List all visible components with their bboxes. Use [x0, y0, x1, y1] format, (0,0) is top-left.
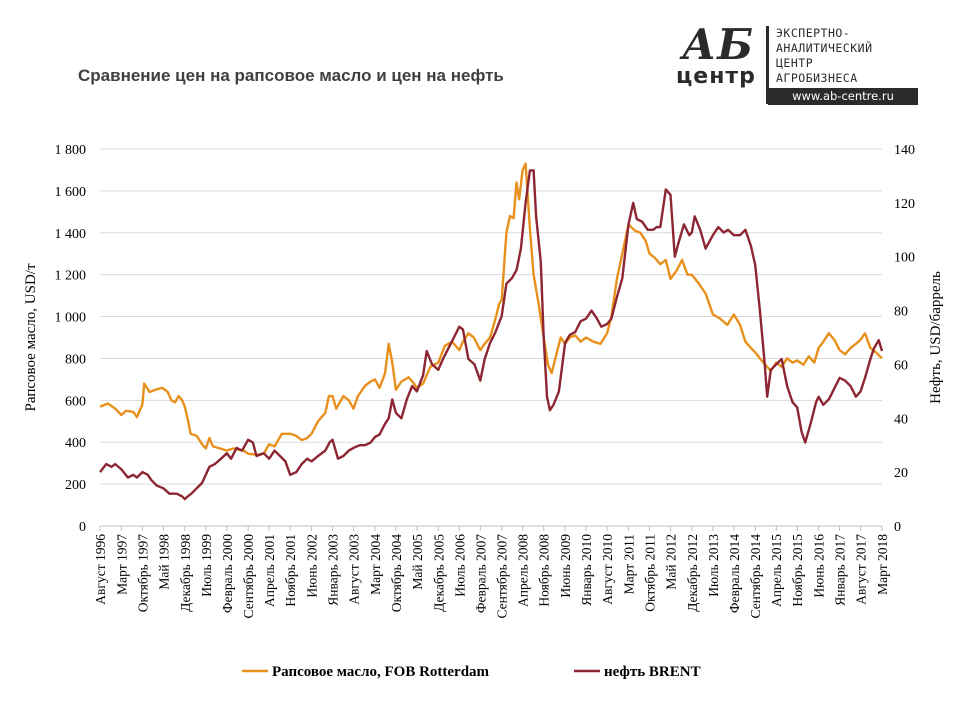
x-tick-label: Январь 2017	[833, 534, 848, 606]
right-axis-ticks: 0 20 40 60 80 100 120 140	[894, 143, 915, 535]
x-tick-label: Декабрь 1998	[178, 534, 193, 612]
y-tick-left: 600	[65, 394, 86, 409]
left-axis-ticks: 0 200 400 600 800 1 000 1 200 1 400 1 600 1 800	[55, 143, 87, 535]
series-rapeseed-oil-line	[99, 162, 883, 456]
x-tick-label: Сентябрь 2014	[748, 534, 763, 619]
x-tick-label: Июль 2013	[706, 534, 721, 597]
x-tick-label: Январь 2010	[579, 534, 594, 606]
logo-line-1: ЭКСПЕРТНО-	[776, 26, 851, 40]
x-tick-label: Май 1998	[156, 534, 171, 590]
x-tick-label: Декабрь 2005	[431, 534, 446, 612]
logo-line-4: АГРОБИЗНЕСА	[776, 71, 858, 85]
x-tick-label: Июнь 2002	[305, 534, 320, 598]
x-tick-label: Март 2018	[875, 534, 890, 595]
grid-lines	[100, 148, 882, 485]
x-tick-label: Февраль 2007	[473, 534, 488, 613]
x-tick-label: Июль 1999	[199, 534, 214, 597]
x-tick-label: Июнь 2016	[812, 534, 827, 598]
y-tick-left: 1 400	[55, 227, 87, 242]
x-tick-label: Апрель 2001	[262, 534, 277, 607]
logo-mark: АБ	[682, 20, 755, 69]
y-tick-left: 1 000	[55, 311, 87, 326]
y-tick-right: 140	[894, 143, 915, 158]
logo-line-2: АНАЛИТИЧЕСКИЙ	[776, 41, 873, 55]
x-tick-label: Август 2017	[854, 534, 869, 605]
y-tick-right: 0	[894, 520, 901, 535]
x-axis-ticks: Август 1996 Март 1997 Октябрь 1997 Май 1998…	[93, 526, 890, 618]
y-tick-right: 120	[894, 197, 915, 212]
y-tick-left: 0	[79, 520, 86, 535]
y-tick-right: 80	[894, 305, 908, 320]
y-tick-right: 60	[894, 358, 908, 373]
legend: Рапсовое масло, FOB Rotterdam нефть BREN…	[242, 664, 701, 680]
y-tick-right: 100	[894, 251, 915, 266]
legend-label-rapeseed: Рапсовое масло, FOB Rotterdam	[272, 664, 490, 680]
x-tick-label: Ноябрь 2008	[537, 534, 552, 607]
chart-title: Сравнение цен на рапсовое масло и цен на…	[78, 66, 504, 85]
logo-text: ЭКСПЕРТНО- АНАЛИТИЧЕСКИЙ ЦЕНТР АГРОБИЗНЕ…	[776, 26, 873, 86]
x-tick-label: Сентябрь 2007	[495, 534, 510, 619]
y-tick-right: 40	[894, 412, 908, 427]
y-axis-label-right: Нефть, USD/баррель	[928, 271, 944, 404]
y-axis-label-left: Рапсовое масло, USD/т	[23, 263, 39, 411]
x-tick-label: Ноябрь 2015	[790, 534, 805, 607]
y-tick-left: 200	[65, 478, 86, 493]
x-tick-label: Май 2005	[410, 534, 425, 590]
y-tick-left: 1 200	[55, 269, 87, 284]
y-tick-left: 1 800	[55, 143, 87, 158]
logo-divider	[766, 26, 769, 104]
series-lines	[99, 162, 884, 501]
x-tick-label: Март 1997	[114, 534, 129, 595]
x-tick-label: Апрель 2008	[516, 534, 531, 607]
x-tick-label: Март 2004	[368, 534, 383, 595]
y-tick-left: 400	[65, 436, 86, 451]
x-tick-label: Декабрь 2012	[685, 534, 700, 612]
x-tick-label: Апрель 2015	[769, 534, 784, 607]
y-tick-left: 800	[65, 352, 86, 367]
x-tick-label: Январь 2003	[326, 534, 341, 606]
logo-sub: центр	[676, 64, 756, 89]
legend-label-brent: нефть BRENT	[604, 664, 701, 680]
x-tick-label: Октябрь 2011	[642, 534, 657, 612]
x-tick-label: Ноябрь 2001	[283, 534, 298, 607]
x-tick-label: Март 2011	[621, 534, 636, 594]
ab-centre-logo: АБ центр ЭКСПЕРТНО- АНАЛИТИЧЕСКИЙ ЦЕНТР …	[672, 20, 922, 108]
x-tick-label: Февраль 2014	[727, 534, 742, 613]
x-tick-label: Июнь 2009	[558, 534, 573, 598]
x-tick-label: Октябрь 1997	[135, 534, 150, 612]
logo-line-3: ЦЕНТР	[776, 56, 814, 70]
series-brent-line	[99, 169, 884, 501]
x-tick-label: Октябрь 2004	[389, 534, 404, 612]
x-tick-label: Июль 2006	[452, 534, 467, 597]
x-tick-label: Август 2003	[347, 534, 362, 605]
y-tick-right: 20	[894, 466, 908, 481]
x-tick-label: Февраль 2000	[220, 534, 235, 613]
x-tick-label: Сентябрь 2000	[241, 534, 256, 619]
x-tick-label: Август 1996	[93, 534, 108, 605]
y-tick-left: 1 600	[55, 185, 87, 200]
x-tick-label: Август 2010	[600, 534, 615, 605]
logo-url: www.ab-centre.ru	[768, 88, 918, 105]
x-tick-label: Май 2012	[663, 534, 678, 590]
